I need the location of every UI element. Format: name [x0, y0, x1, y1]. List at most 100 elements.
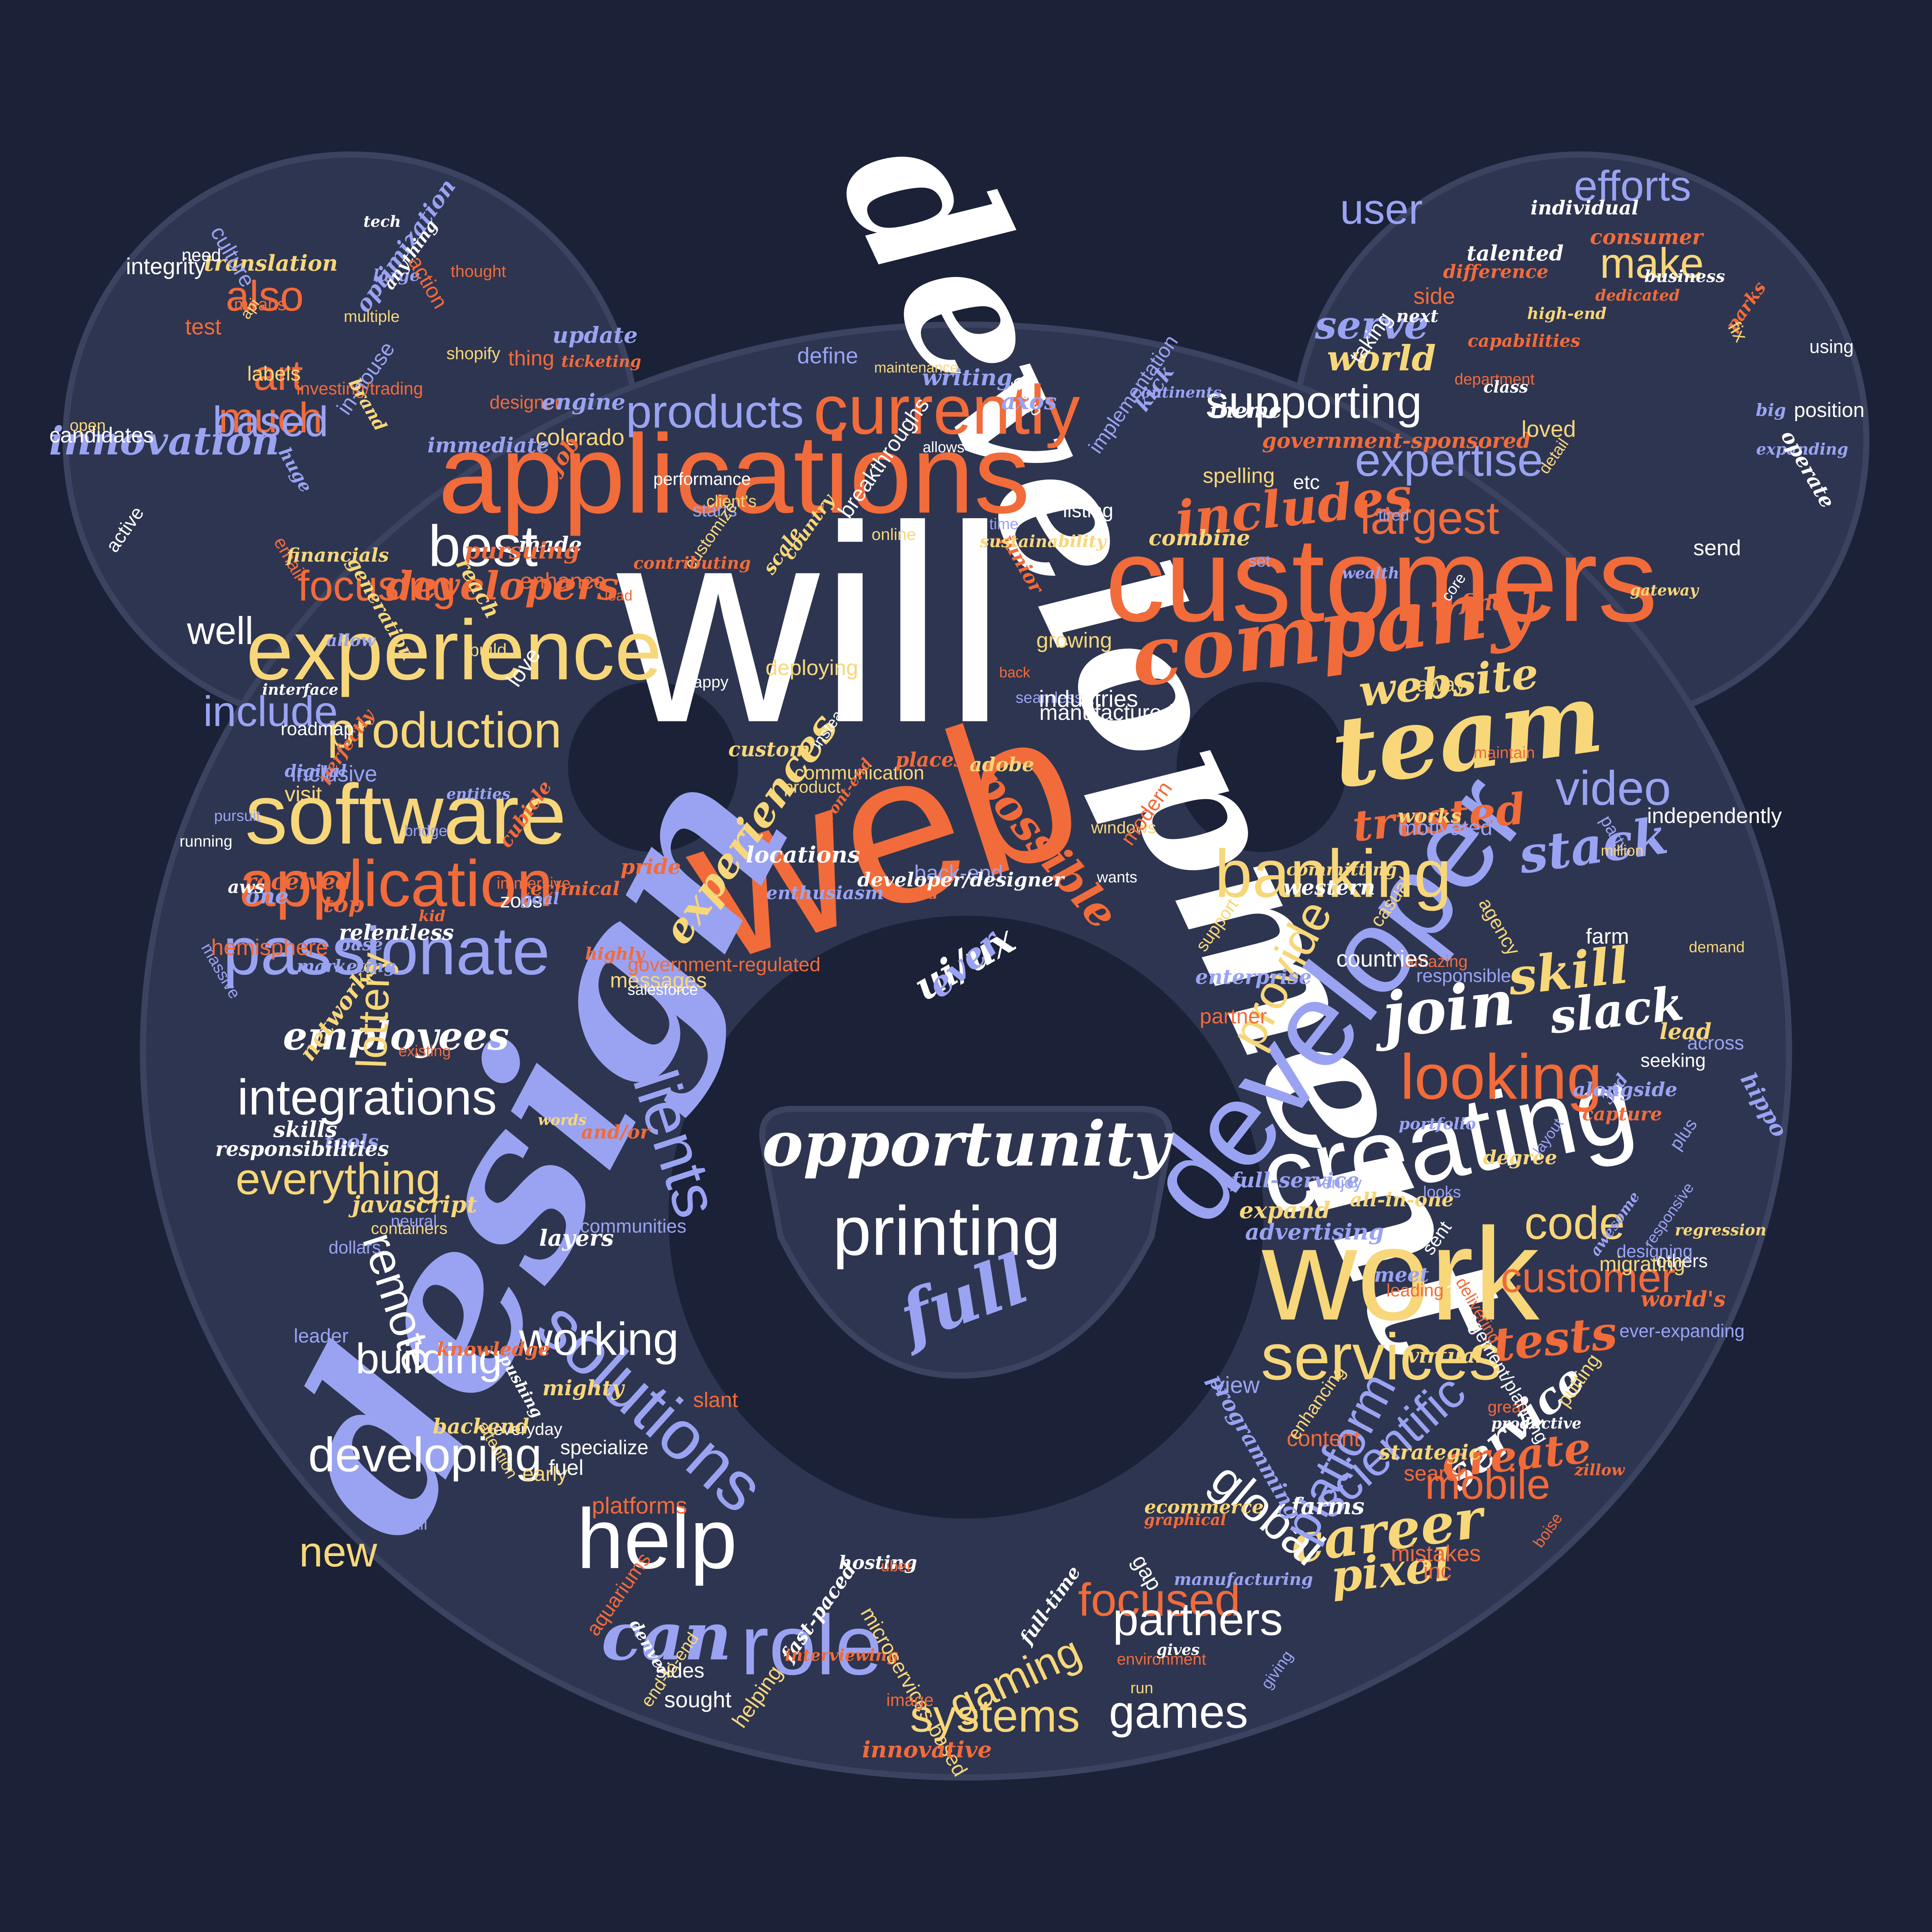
cloud-word-small: department [1454, 370, 1535, 388]
cloud-word-small: world's [1641, 1286, 1726, 1311]
cloud-word: building [355, 1335, 502, 1383]
cloud-word: code [1524, 1197, 1625, 1249]
cloud-word-small: online [872, 525, 916, 544]
cloud-word-small: etc [1293, 471, 1320, 494]
cloud-word-small: wealth [1342, 564, 1400, 582]
cloud-word: role [741, 1597, 883, 1692]
cloud-word-small: others [1656, 1251, 1708, 1272]
cloud-word-small: dollars [328, 1237, 381, 1257]
cloud-word-small: class [1483, 378, 1528, 396]
cloud-word-small: uber [881, 1558, 912, 1575]
cloud-word: include [203, 688, 338, 735]
cloud-word-small: maintain [1474, 743, 1535, 762]
cloud-word-small: amazing [1405, 952, 1468, 971]
cloud-word-small: environment [1117, 1650, 1206, 1668]
cloud-word: mobile [1425, 1461, 1550, 1508]
cloud-word-small: gateway [1630, 582, 1699, 599]
cloud-word: services [1261, 1320, 1502, 1394]
cloud-word-small: fuel [549, 1455, 583, 1480]
cloud-word: partners [1113, 1594, 1283, 1645]
cloud-word-small: aws [228, 876, 264, 897]
cloud-word-small: deploying [765, 655, 858, 680]
cloud-word-small: writing [922, 364, 1012, 391]
cloud-word-small: back [999, 665, 1031, 681]
cloud-word-small: javascript [348, 1191, 477, 1218]
cloud-word: currently [813, 371, 1080, 449]
cloud-word-small: thought [451, 262, 506, 281]
cloud-word-small: lead [1660, 1019, 1712, 1044]
cloud-word-small: open [70, 416, 105, 434]
cloud-word-small: expanding [1756, 440, 1848, 459]
cloud-word-small: platforms [592, 1493, 687, 1519]
cloud-word: passionate [223, 913, 550, 989]
cloud-word-small: tools [325, 1131, 379, 1154]
cloud-word-small: committing [1286, 860, 1397, 880]
cloud-word-small: client's [706, 492, 757, 510]
cloud-word-small: full-service [1230, 1168, 1359, 1192]
cloud-word-small: containers [371, 1219, 447, 1238]
cloud-word-small: responsibilities [215, 1138, 389, 1161]
cloud-word-small: running [180, 832, 233, 850]
cloud-word-small: digital [285, 762, 347, 781]
cloud-word: developing [308, 1428, 542, 1482]
cloud-word-small: zillow [1574, 1461, 1625, 1479]
cloud-word-small: everyday [493, 1420, 563, 1439]
cloud-word-small: alongside [1573, 1078, 1677, 1101]
cloud-word-small: one [245, 883, 289, 908]
cloud-word-small: small [388, 1515, 428, 1534]
cloud-word: world [1327, 338, 1436, 379]
cloud-word-small: test [185, 314, 221, 339]
cloud-word-small: time [989, 516, 1019, 533]
cloud-word-small: image [886, 1690, 934, 1710]
cloud-word-small: slant [693, 1388, 738, 1412]
cloud-word-small: investing/trading [296, 379, 423, 398]
cloud-word-small: high-end [1527, 304, 1606, 323]
cloud-word-small: virtual [1407, 1344, 1483, 1368]
cloud-word-small: looks [1423, 1183, 1461, 1201]
cloud-word: working [519, 1313, 679, 1365]
cloud-word: looking [1400, 1041, 1602, 1112]
cloud-word-small: responsive [1641, 1180, 1697, 1251]
cloud-word-small: migrating [1599, 1252, 1685, 1276]
cloud-word: also [226, 272, 304, 320]
cloud-word-small: demand [1689, 939, 1745, 956]
cloud-word-small: boise [1529, 1510, 1566, 1551]
cloud-word: will [612, 468, 1006, 781]
cloud-word: innovation [49, 418, 280, 464]
cloud-word: experience [246, 602, 662, 697]
cloud-word-small: spelling [1203, 464, 1275, 488]
cloud-word-small: engine [542, 389, 626, 415]
cloud-word-small: across [1687, 1032, 1744, 1054]
cloud-word-small: dedicated [1595, 286, 1680, 304]
cloud-word-small: load [605, 588, 633, 604]
cloud-word-small: need [182, 245, 221, 265]
cloud-word-small: highly [585, 944, 646, 964]
cloud-word-small: adobe [969, 753, 1034, 776]
cloud-word: software [245, 767, 566, 862]
cloud-word-small: tired [1378, 506, 1409, 524]
cloud-word-small: product [784, 778, 841, 797]
cloud-word-small: side [1413, 284, 1455, 309]
cloud-word-small: farms [1289, 1493, 1364, 1520]
cloud-word-small: pursuit [214, 808, 260, 825]
cloud-word-small: listing [1063, 499, 1113, 521]
cloud-word-small: custom [728, 738, 810, 762]
cloud-word-small: marketing [297, 957, 396, 976]
cloud-word-small: starts [693, 500, 737, 520]
bear-silhouette [63, 151, 1869, 1781]
cloud-word: based [213, 398, 328, 446]
cloud-word-small: made [519, 532, 582, 557]
cloud-word: serve [1315, 302, 1429, 348]
cloud-word-small: existing [398, 1043, 451, 1060]
cloud-word-small: roadmap [281, 719, 354, 740]
cloud-word-small: meet [1374, 1264, 1429, 1287]
cloud-word-small: interface [262, 681, 338, 699]
cloud-word: much [219, 394, 323, 442]
cloud-word: art [253, 352, 303, 399]
cloud-word-small: zoos [500, 890, 543, 912]
cloud-word-small: relentless [339, 920, 454, 945]
cloud-word-small: shopify [446, 344, 500, 363]
cloud-word-small: position [1794, 399, 1865, 422]
cloud-word-small: immediate [427, 434, 549, 457]
